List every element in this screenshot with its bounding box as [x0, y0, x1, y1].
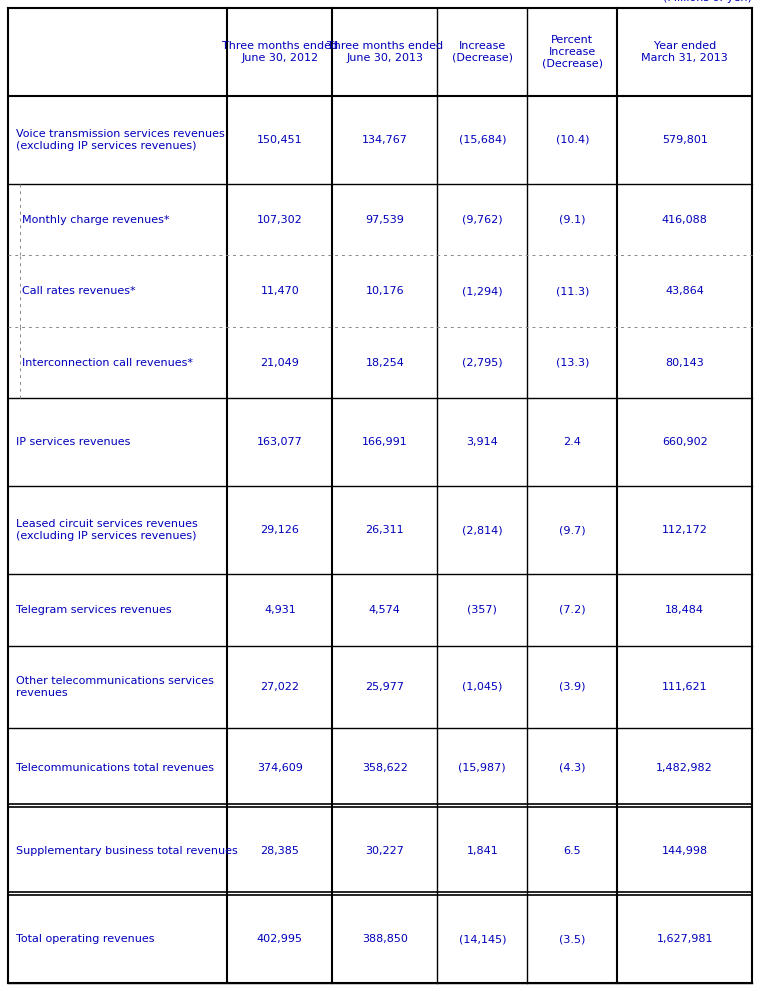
Text: 660,902: 660,902	[662, 437, 708, 447]
Text: (10.4): (10.4)	[556, 135, 589, 145]
Text: (9.1): (9.1)	[559, 215, 585, 225]
Text: 150,451: 150,451	[257, 135, 302, 145]
Text: 30,227: 30,227	[366, 846, 404, 856]
Text: 29,126: 29,126	[261, 525, 299, 535]
Text: 107,302: 107,302	[257, 215, 302, 225]
Text: Percent
Increase
(Decrease): Percent Increase (Decrease)	[542, 36, 603, 68]
Text: 3,914: 3,914	[467, 437, 498, 447]
Text: (357): (357)	[467, 605, 497, 614]
Text: Three months ended
June 30, 2013: Three months ended June 30, 2013	[327, 42, 443, 62]
Text: 18,484: 18,484	[665, 605, 705, 614]
Text: 4,931: 4,931	[264, 605, 296, 614]
Text: Three months ended
June 30, 2012: Three months ended June 30, 2012	[222, 42, 338, 62]
Text: (11.3): (11.3)	[556, 286, 589, 296]
Text: IP services revenues: IP services revenues	[16, 437, 131, 447]
Text: 2.4: 2.4	[563, 437, 581, 447]
Text: 134,767: 134,767	[362, 135, 408, 145]
Text: 416,088: 416,088	[662, 215, 708, 225]
Text: (14,145): (14,145)	[458, 935, 506, 944]
Text: Increase
(Decrease): Increase (Decrease)	[451, 42, 513, 62]
Text: 579,801: 579,801	[662, 135, 708, 145]
Text: Voice transmission services revenues
(excluding IP services revenues): Voice transmission services revenues (ex…	[16, 129, 225, 151]
Text: 6.5: 6.5	[563, 846, 581, 856]
Text: 18,254: 18,254	[366, 358, 404, 368]
Text: 43,864: 43,864	[665, 286, 704, 296]
Text: 10,176: 10,176	[366, 286, 404, 296]
Text: 112,172: 112,172	[662, 525, 708, 535]
Text: (15,684): (15,684)	[458, 135, 506, 145]
Text: Monthly charge revenues*: Monthly charge revenues*	[22, 215, 169, 225]
Text: 97,539: 97,539	[366, 215, 404, 225]
Text: 388,850: 388,850	[362, 935, 408, 944]
Text: 111,621: 111,621	[662, 682, 708, 692]
Text: 144,998: 144,998	[662, 846, 708, 856]
Text: Total operating revenues: Total operating revenues	[16, 935, 154, 944]
Text: 163,077: 163,077	[257, 437, 302, 447]
Text: (1,045): (1,045)	[462, 682, 502, 692]
Text: 374,609: 374,609	[257, 762, 303, 773]
Text: 1,482,982: 1,482,982	[657, 762, 713, 773]
Text: 4,574: 4,574	[369, 605, 401, 614]
Text: 11,470: 11,470	[261, 286, 299, 296]
Text: 28,385: 28,385	[261, 846, 299, 856]
Text: 358,622: 358,622	[362, 762, 408, 773]
Text: (Millions of yen): (Millions of yen)	[663, 0, 752, 3]
Text: (3.9): (3.9)	[559, 682, 585, 692]
Text: (9.7): (9.7)	[559, 525, 586, 535]
Text: (4.3): (4.3)	[559, 762, 585, 773]
Text: Supplementary business total revenues: Supplementary business total revenues	[16, 846, 238, 856]
Text: Interconnection call revenues*: Interconnection call revenues*	[22, 358, 193, 368]
Text: (2,795): (2,795)	[462, 358, 502, 368]
Text: 25,977: 25,977	[366, 682, 404, 692]
Text: (9,762): (9,762)	[462, 215, 502, 225]
Text: (7.2): (7.2)	[559, 605, 586, 614]
Text: Leased circuit services revenues
(excluding IP services revenues): Leased circuit services revenues (exclud…	[16, 519, 198, 541]
Text: 1,627,981: 1,627,981	[657, 935, 713, 944]
Text: 80,143: 80,143	[665, 358, 704, 368]
Text: Other telecommunications services
revenues: Other telecommunications services revenu…	[16, 676, 214, 698]
Text: 26,311: 26,311	[366, 525, 404, 535]
Text: 27,022: 27,022	[261, 682, 299, 692]
Text: (15,987): (15,987)	[458, 762, 506, 773]
Text: Year ended
March 31, 2013: Year ended March 31, 2013	[641, 42, 728, 62]
Text: Telegram services revenues: Telegram services revenues	[16, 605, 172, 614]
Text: Call rates revenues*: Call rates revenues*	[22, 286, 135, 296]
Text: (13.3): (13.3)	[556, 358, 589, 368]
Text: (1,294): (1,294)	[462, 286, 502, 296]
Text: 402,995: 402,995	[257, 935, 303, 944]
Text: (3.5): (3.5)	[559, 935, 585, 944]
Text: 166,991: 166,991	[362, 437, 407, 447]
Text: 1,841: 1,841	[467, 846, 498, 856]
Text: Telecommunications total revenues: Telecommunications total revenues	[16, 762, 214, 773]
Text: (2,814): (2,814)	[462, 525, 502, 535]
Text: 21,049: 21,049	[261, 358, 299, 368]
